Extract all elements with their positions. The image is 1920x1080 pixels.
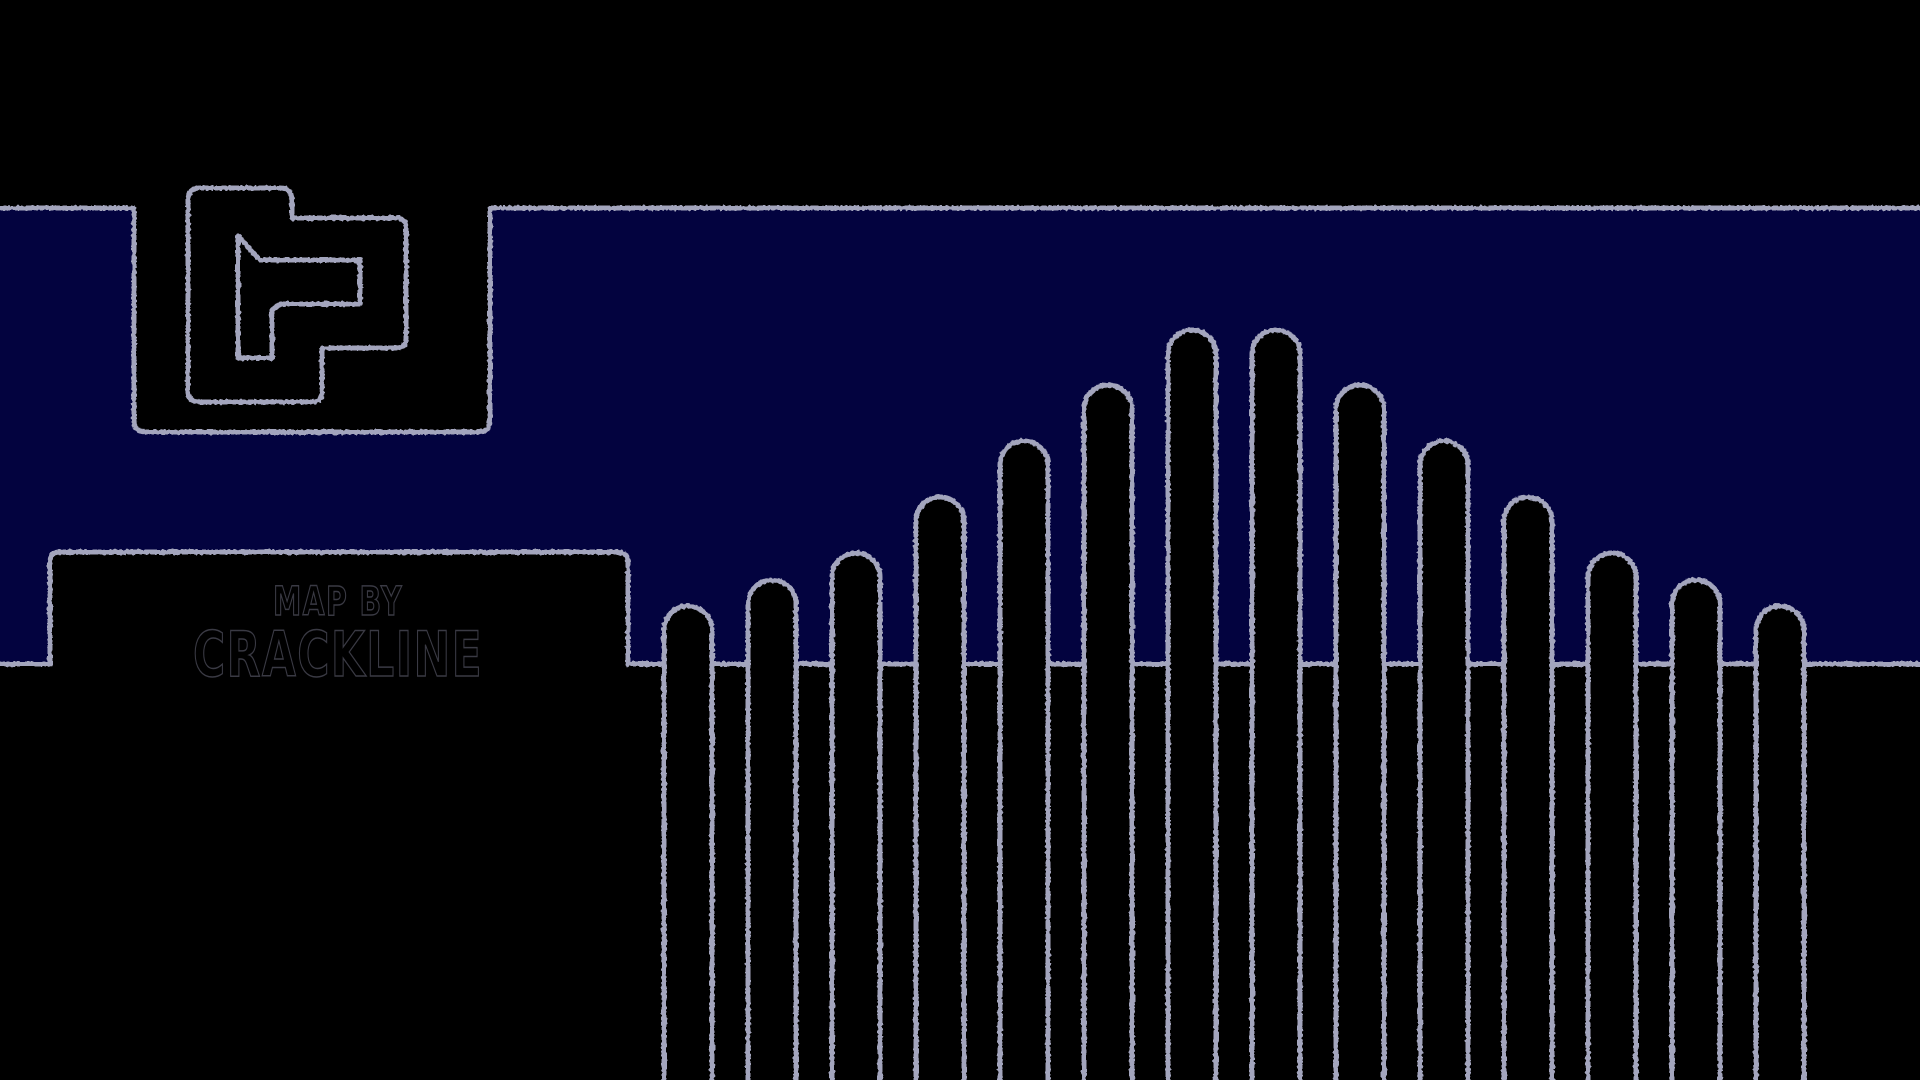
pillar-outline-10 (1417, 438, 1471, 1080)
credit-line-2: CRACKLINE (193, 618, 483, 691)
pillar-outline-2 (745, 577, 799, 1080)
pillar-2 (748, 580, 796, 1080)
pillar-outlines (661, 327, 1807, 1080)
pillar-outline-14 (1753, 603, 1807, 1080)
pillar-6 (1084, 385, 1132, 1080)
pillar-outline-13 (1669, 577, 1723, 1080)
pillar-3 (832, 553, 880, 1080)
pillar-4 (916, 497, 964, 1080)
pillar-1 (664, 606, 712, 1080)
pillar-outline-4 (913, 494, 967, 1080)
logo-outer-shape (185, 185, 409, 405)
interlocking-blocks-logo (185, 185, 409, 405)
pillar-12 (1588, 553, 1636, 1080)
pillar-outline-7 (1165, 327, 1219, 1080)
pillar-outline-8 (1249, 327, 1303, 1080)
outlines (0, 185, 1920, 1080)
pillar-7 (1168, 330, 1216, 1080)
pillar-8 (1252, 330, 1300, 1080)
pillar-14 (1756, 606, 1804, 1080)
pillar-outline-11 (1501, 494, 1555, 1080)
pillar-5 (1000, 441, 1048, 1080)
credit-block (50, 552, 628, 664)
logo-inner-shape (235, 233, 363, 361)
pillar-13 (1672, 580, 1720, 1080)
pillar-outline-6 (1081, 382, 1135, 1080)
credit-block-outline (0, 549, 667, 667)
pillar-11 (1504, 497, 1552, 1080)
pillar-outline-9 (1333, 382, 1387, 1080)
pillar-9 (1336, 385, 1384, 1080)
pillars (664, 330, 1804, 1080)
pillar-outline-3 (829, 550, 883, 1080)
pillar-outline-12 (1585, 550, 1639, 1080)
water-top-outline (0, 205, 1920, 435)
pillar-outline-5 (997, 438, 1051, 1080)
credit-line-1: MAP BY (273, 579, 403, 625)
logo-frame (134, 208, 490, 432)
pillar-outline-1 (661, 603, 715, 1080)
pillar-10 (1420, 441, 1468, 1080)
